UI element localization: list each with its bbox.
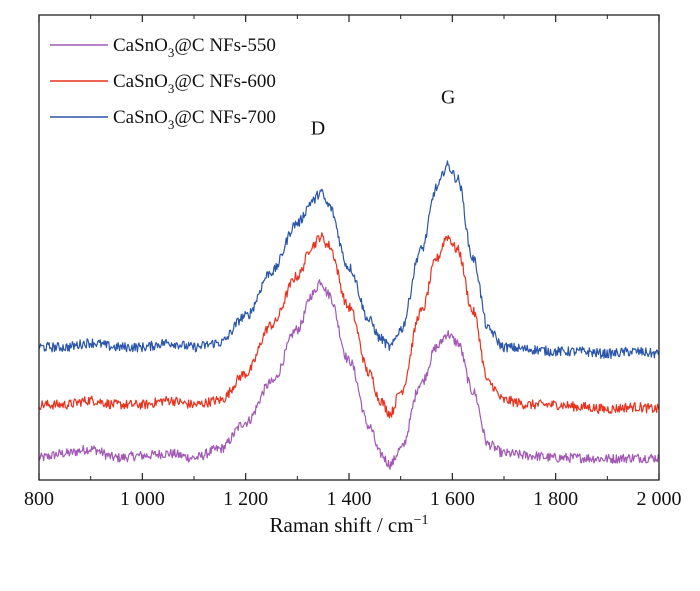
x-axis-title: Raman shift / cm−1 <box>270 513 429 537</box>
peak-label-g: G <box>441 87 455 109</box>
legend-label-1: CaSnO3@C NFs-550 <box>113 35 276 60</box>
x-tick-label-1400: 1 400 <box>327 488 372 510</box>
x-tick-label-800: 800 <box>24 488 54 510</box>
x-tick-label-2000: 2 000 <box>637 488 682 510</box>
x-tick-label-1000: 1 000 <box>120 488 165 510</box>
x-tick-label-1600: 1 600 <box>430 488 475 510</box>
series-layer <box>38 160 660 470</box>
ticks-layer: 800 1 000 1 200 1 400 1 600 1 800 2 000 <box>24 15 682 510</box>
legend: CaSnO3@C NFs-550 CaSnO3@C NFs-600 CaSnO3@C… <box>50 35 276 132</box>
x-tick-label-1200: 1 200 <box>223 488 268 510</box>
annotation-layer: DG <box>311 87 456 140</box>
legend-label-3: CaSnO3@C NFs-700 <box>113 107 276 132</box>
series-line-3 <box>38 160 660 360</box>
series-line-1 <box>38 279 660 470</box>
peak-label-d: D <box>311 118 325 140</box>
x-tick-label-1800: 1 800 <box>533 488 578 510</box>
series-line-2 <box>38 232 660 419</box>
legend-label-2: CaSnO3@C NFs-600 <box>113 71 276 96</box>
